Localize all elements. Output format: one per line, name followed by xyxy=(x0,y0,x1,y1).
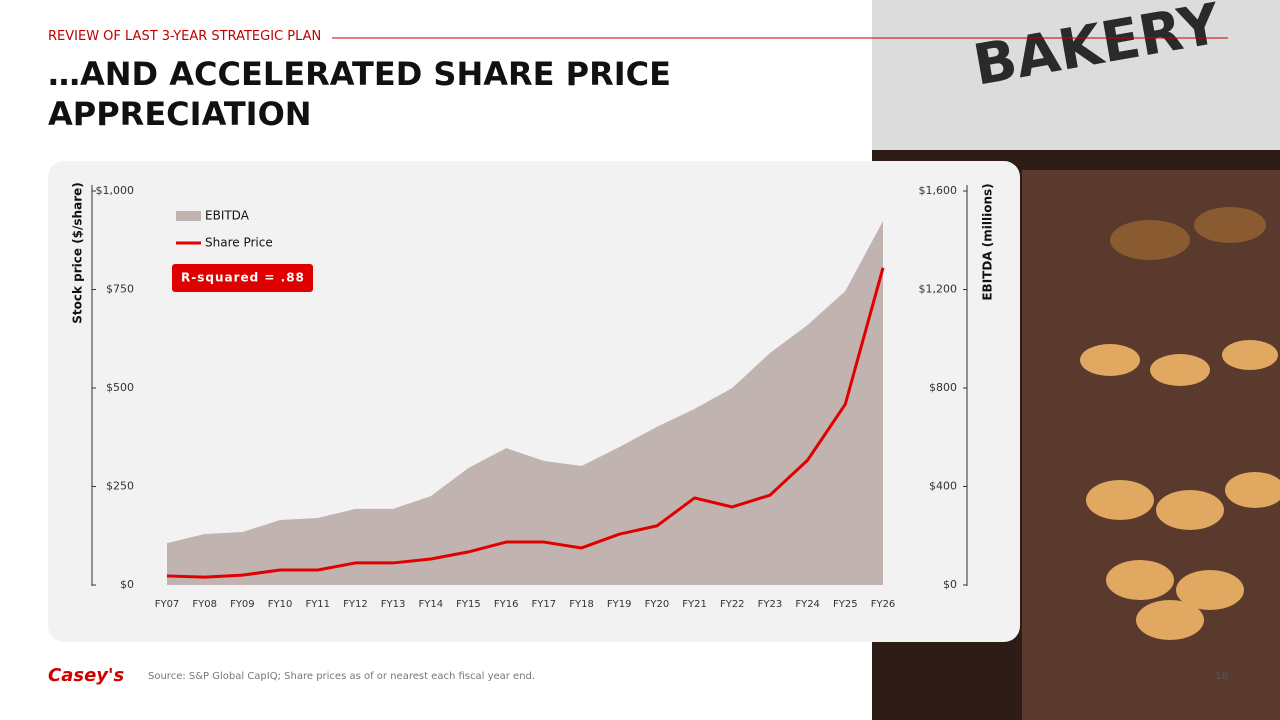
y2-axis-label: EBITDA (millions) xyxy=(981,183,995,300)
y2-tick-label: $400 xyxy=(929,480,957,493)
x-tick-label: FY18 xyxy=(569,599,594,610)
y-tick-label: $1,000 xyxy=(96,184,135,197)
y-tick-label: $250 xyxy=(106,480,134,493)
y2-tick-label: $1,200 xyxy=(919,283,958,296)
logo: Casey's xyxy=(48,665,125,686)
x-tick-label: FY23 xyxy=(758,599,783,610)
x-tick-label: FY09 xyxy=(230,599,255,610)
legend-label: Share Price xyxy=(205,236,273,250)
y-tick-label: $500 xyxy=(106,381,134,394)
x-tick-label: FY24 xyxy=(795,599,820,610)
y-tick-label: $750 xyxy=(106,283,134,296)
x-tick-label: FY21 xyxy=(682,599,707,610)
share-price-line xyxy=(166,267,885,579)
source: Source: S&P Global CapIQ; Share prices a… xyxy=(148,671,535,682)
x-tick-label: FY16 xyxy=(494,599,519,610)
x-tick-label: FY19 xyxy=(607,599,632,610)
y-axis-label: Stock price ($/share) xyxy=(71,182,85,324)
x-tick-label: FY14 xyxy=(418,599,443,610)
x-tick-label: FY11 xyxy=(305,599,330,610)
section-label: REVIEW OF LAST 3-YEAR STRATEGIC PLAN xyxy=(48,29,322,44)
x-tick-label: FY26 xyxy=(871,599,896,610)
x-tick-label: FY08 xyxy=(192,599,217,610)
y2-tick-label: $0 xyxy=(943,578,957,591)
x-tick-label: FY20 xyxy=(645,599,670,610)
page-number: 18 xyxy=(1215,671,1228,682)
x-tick-label: FY17 xyxy=(532,599,557,610)
annotation-box xyxy=(172,264,313,292)
x-tick-label: FY07 xyxy=(155,599,180,610)
y2-tick-label: $1,600 xyxy=(919,184,958,197)
slide-title: …AND ACCELERATED SHARE PRICE APPRECIATIO… xyxy=(48,55,671,133)
y2-tick-label: $800 xyxy=(929,381,957,394)
y-tick-label: $0 xyxy=(120,578,134,591)
ebitda-area xyxy=(167,221,883,586)
legend-label: EBITDA xyxy=(205,209,250,223)
x-tick-label: FY22 xyxy=(720,599,745,610)
x-tick-label: FY25 xyxy=(833,599,858,610)
photo: BAKERY xyxy=(332,0,1280,720)
annotation: R-squared = .88 xyxy=(181,271,305,285)
legend-swatch xyxy=(176,211,201,221)
x-tick-label: FY13 xyxy=(381,599,406,610)
x-tick-label: FY15 xyxy=(456,599,481,610)
x-tick-label: FY12 xyxy=(343,599,368,610)
x-tick-label: FY10 xyxy=(268,599,293,610)
